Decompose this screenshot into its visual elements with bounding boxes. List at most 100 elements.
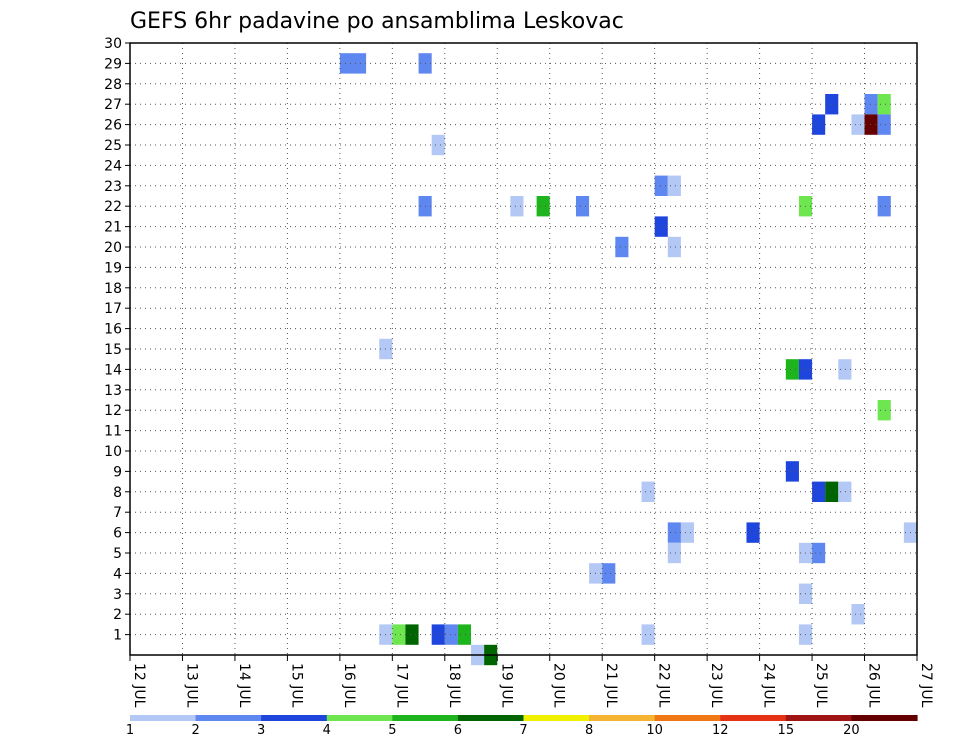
heatmap-cell [785, 461, 799, 482]
x-tick-label: 22 JUL [656, 663, 672, 708]
heatmap-cell [667, 175, 681, 196]
y-tick-label: 1 [113, 628, 122, 644]
x-tick-label: 12 JUL [131, 663, 147, 708]
x-tick-label: 13 JUL [184, 663, 200, 708]
legend-label: 1 [126, 723, 134, 738]
heatmap-cell [812, 481, 826, 502]
chart-title: GEFS 6hr padavine po ansamblima Leskovac [130, 9, 624, 34]
x-tick-label: 16 JUL [341, 663, 357, 708]
y-tick-label: 13 [104, 383, 122, 399]
y-axis: 1234567891011121314151617181920212223242… [104, 36, 130, 644]
legend-label: 7 [519, 723, 527, 738]
y-tick-label: 21 [104, 220, 122, 236]
heatmap-cell [746, 522, 760, 543]
heatmap-cell [864, 114, 878, 135]
x-axis: 12 JUL 13 JUL 14 JUL 15 JUL 16 JUL 17 JUL 18 J… [129, 655, 934, 708]
heatmap-cell [654, 175, 668, 196]
heatmap-cell [339, 53, 353, 74]
legend-label: 3 [257, 723, 265, 738]
y-tick-label: 24 [104, 158, 122, 174]
heatmap-cell [667, 236, 681, 258]
heatmap-cell [602, 563, 616, 584]
legend-label: 15 [778, 723, 795, 738]
heatmap-cell [444, 624, 458, 645]
legend-label: 20 [843, 723, 860, 738]
y-tick-label: 22 [104, 199, 122, 215]
heatmap-cell [851, 114, 865, 135]
heatmap-cell [812, 114, 826, 135]
x-tick-label: 19 JUL [498, 663, 514, 708]
heatmap-cell [838, 481, 852, 502]
y-tick-label: 18 [104, 281, 122, 297]
y-tick-label: 27 [104, 97, 122, 113]
heatmap-cell [838, 359, 852, 380]
x-tick-label: 24 JUL [761, 663, 777, 708]
heatmap-cell [641, 624, 655, 645]
y-tick-label: 7 [113, 505, 122, 521]
legend-label: 6 [454, 723, 462, 738]
y-tick-label: 2 [113, 607, 122, 623]
heatmap-cell [851, 604, 865, 625]
x-tick-label: 23 JUL [708, 663, 724, 708]
y-tick-label: 23 [104, 179, 122, 195]
legend-swatch [851, 715, 918, 721]
legend-label: 5 [388, 723, 396, 738]
y-tick-label: 16 [104, 322, 122, 338]
legend-label: 12 [712, 723, 729, 738]
y-tick-label: 12 [104, 403, 122, 419]
y-tick-label: 25 [104, 138, 122, 154]
y-tick-label: 26 [104, 118, 122, 134]
heatmap-cell [864, 94, 878, 115]
legend-swatch [326, 715, 393, 721]
legend-swatch [589, 715, 656, 721]
grid-layer [130, 43, 917, 655]
y-tick-label: 9 [113, 464, 122, 480]
y-tick-label: 14 [104, 362, 122, 378]
heatmap-cell [654, 216, 668, 237]
heatmap-cell [641, 481, 655, 502]
heatmap-cell [536, 196, 550, 217]
y-tick-label: 11 [104, 424, 122, 440]
legend-label: 2 [191, 723, 199, 738]
y-tick-label: 15 [104, 342, 122, 358]
heatmap-cell [825, 94, 839, 115]
legend-swatch [785, 715, 853, 721]
y-tick-label: 28 [104, 77, 122, 93]
y-tick-label: 20 [104, 240, 122, 256]
heatmap-cell [431, 624, 445, 645]
legend-swatch [523, 715, 590, 721]
legend-swatch [195, 715, 262, 721]
x-tick-label: 26 JUL [866, 663, 882, 708]
y-tick-label: 6 [113, 526, 122, 542]
heatmap-cell [877, 94, 891, 115]
y-tick-label: 10 [104, 444, 122, 460]
legend-swatch [457, 715, 525, 721]
heatmap-cell [825, 481, 839, 502]
heatmap-cell [405, 624, 419, 645]
heatmap-cell [431, 134, 445, 156]
heatmap-cell [392, 624, 406, 645]
y-tick-label: 8 [113, 485, 122, 501]
legend-swatch [720, 715, 787, 721]
x-tick-label: 27 JUL [918, 663, 934, 708]
heatmap-cell [667, 522, 681, 543]
heatmap-cell [575, 196, 590, 217]
heatmap-cell [680, 522, 695, 543]
y-tick-label: 30 [104, 36, 122, 52]
x-tick-label: 25 JUL [813, 663, 829, 708]
legend-swatch [261, 715, 328, 721]
y-tick-label: 3 [113, 587, 122, 603]
heatmap-cell [352, 53, 367, 74]
x-tick-label: 14 JUL [236, 663, 252, 708]
heatmap-cell [667, 542, 681, 564]
x-tick-label: 17 JUL [393, 663, 409, 708]
legend-swatch [654, 715, 721, 721]
heatmap-cell [877, 196, 891, 217]
colorbar-legend: 1 2 3 4 5 6 7 8 10 12 15 20 [126, 715, 918, 738]
y-tick-label: 19 [104, 260, 122, 276]
heatmap-cell [457, 624, 472, 645]
legend-label: 4 [323, 723, 331, 738]
heatmap-cell [615, 236, 629, 258]
